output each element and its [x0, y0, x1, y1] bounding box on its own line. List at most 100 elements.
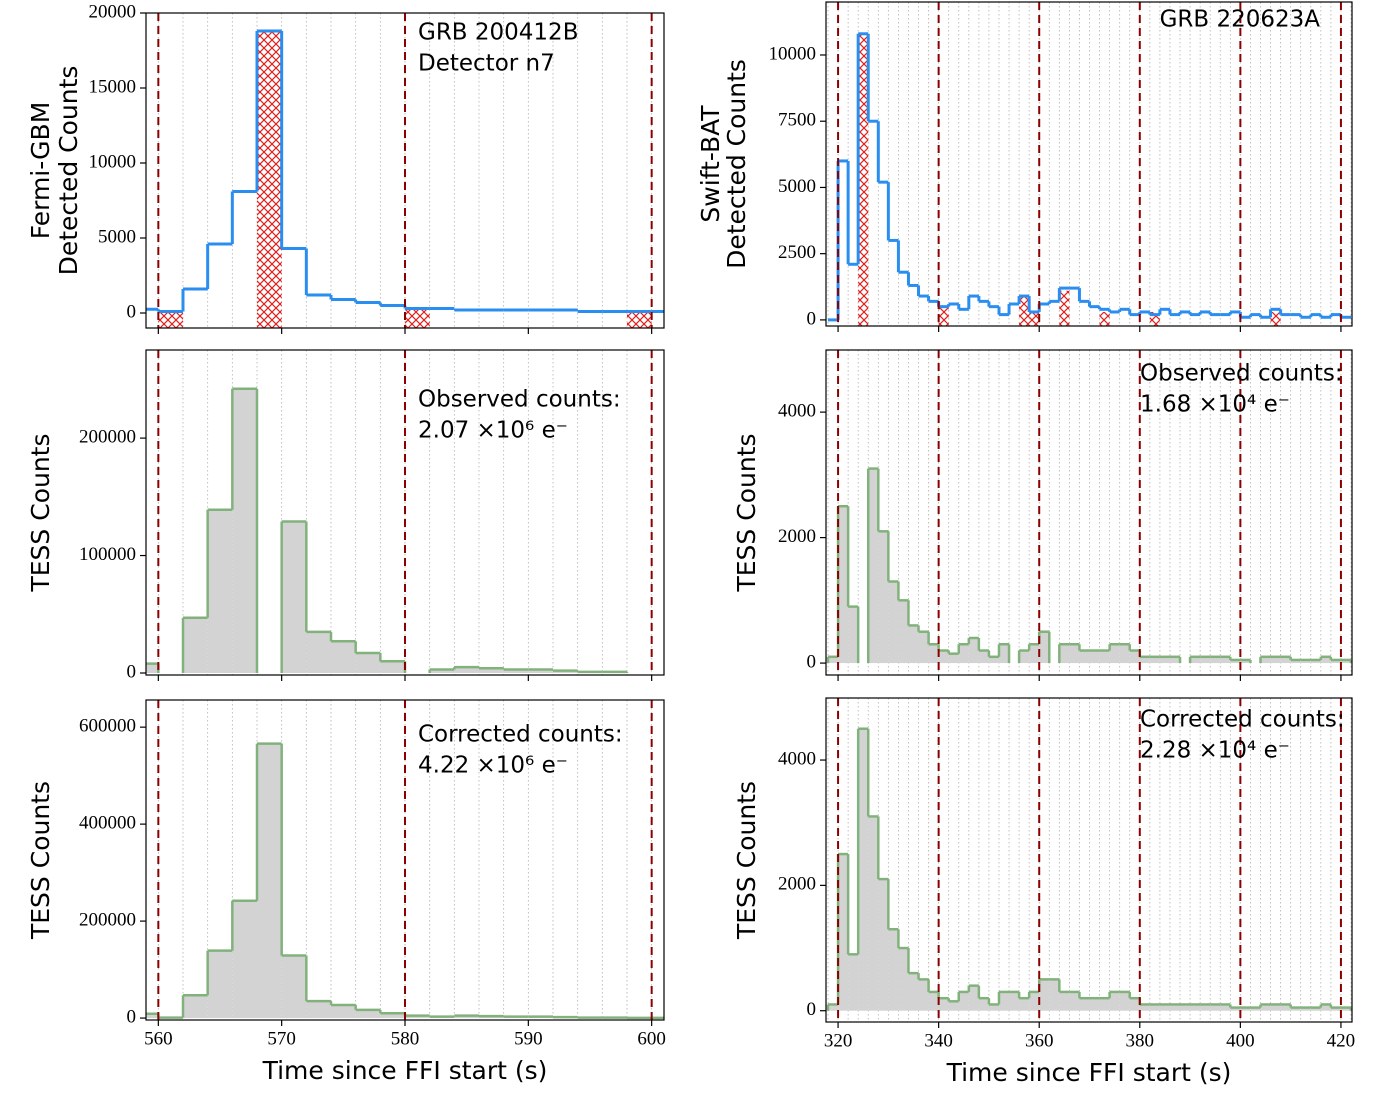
x-axis-label: Time since FFI start (s) [262, 1056, 548, 1085]
bar-fill [1039, 979, 1050, 1011]
x-tick-label: 600 [637, 1028, 666, 1049]
bar-fill [1300, 659, 1311, 664]
bar-fill [1180, 1004, 1191, 1011]
bar-fill [988, 656, 999, 664]
annotation: Corrected counts: [418, 722, 623, 748]
bar-fill [146, 1013, 159, 1019]
bar-fill [1190, 1004, 1201, 1011]
bar-fill [878, 531, 889, 664]
x-tick-label: 360 [1025, 1030, 1054, 1051]
hatched-bar [158, 313, 183, 328]
hatched-bar [1059, 290, 1070, 326]
bar-fill [1089, 998, 1100, 1011]
bar-fill [898, 948, 909, 1011]
bar-fill [1240, 1007, 1251, 1011]
bar-fill [355, 1009, 381, 1019]
bar-fill [908, 973, 919, 1011]
bar-fill [1280, 1004, 1291, 1011]
bar-fill [1300, 1007, 1311, 1011]
bar-fill [183, 995, 208, 1019]
bar-fill [958, 644, 969, 664]
bar-fill [1019, 650, 1030, 664]
y-tick-label: 600000 [79, 716, 136, 737]
bar-fill [380, 661, 405, 674]
annotation: GRB 220623A [1160, 7, 1321, 33]
annotation: GRB 200412B [418, 20, 578, 46]
bar-fill [1330, 659, 1341, 664]
y-tick-label: 0 [807, 308, 817, 329]
bar-fill [479, 668, 504, 674]
hatched-bar [405, 308, 430, 328]
bar-fill [207, 509, 233, 674]
hatched-bar [627, 311, 652, 328]
bar-fill [1250, 1007, 1261, 1011]
bar-fill [908, 625, 919, 664]
plot-area [146, 13, 664, 328]
bar-fill [938, 998, 949, 1011]
bar-fill [331, 1004, 356, 1019]
bar-fill [958, 991, 969, 1011]
bar-fill [232, 388, 257, 674]
x-tick-label: 320 [824, 1030, 853, 1051]
bar-fill [1059, 644, 1070, 664]
hatched-bar [1149, 311, 1160, 326]
hatched-bar [938, 306, 949, 326]
annotation: 2.07 ×10⁶ e⁻ [418, 418, 568, 444]
bar-fill [1210, 656, 1221, 664]
bar-fill [968, 985, 979, 1011]
y-axis-label: TESS Counts [732, 433, 761, 592]
bar-fill [948, 653, 959, 664]
bar-fill [1220, 1004, 1231, 1011]
bar-fill [1310, 1007, 1321, 1011]
bar-fill [868, 468, 879, 664]
bar-fill [1330, 1007, 1341, 1011]
bar-fill [454, 667, 479, 674]
bar-fill [1039, 631, 1050, 664]
y-tick-label: 7500 [778, 110, 816, 131]
bar-fill [429, 669, 455, 674]
bar-fill [1029, 991, 1040, 1011]
annotation: Observed counts: [1140, 361, 1343, 387]
bar-fill [1159, 1004, 1170, 1011]
y-axis-label: Detected Counts [722, 59, 751, 269]
bar-fill [1210, 1004, 1221, 1011]
bar-fill [1340, 659, 1351, 664]
bar-fill [858, 728, 869, 1011]
bar-fill [1270, 1004, 1281, 1011]
plot-area [146, 700, 664, 1020]
y-tick-label: 2000 [778, 526, 816, 547]
bar-fill [1149, 1004, 1160, 1011]
x-tick-label: 340 [924, 1030, 953, 1051]
bar-fill [868, 816, 879, 1011]
bar-fill [281, 955, 307, 1019]
bar-fill [1260, 656, 1271, 664]
x-tick-label: 400 [1226, 1030, 1255, 1051]
axes-frame [825, 349, 1353, 676]
bar-fill [828, 1004, 839, 1011]
bar-fill [978, 998, 989, 1011]
bar-fill [838, 506, 849, 664]
y-tick-label: 10000 [769, 43, 817, 64]
bar-fill [355, 653, 381, 674]
annotation: 2.28 ×10⁴ e⁻ [1140, 738, 1290, 764]
bar-fill [918, 631, 929, 664]
y-tick-label: 20000 [89, 1, 137, 22]
bar-fill [1310, 659, 1321, 664]
bar-fill [1220, 656, 1231, 664]
hatched-bar [1270, 311, 1281, 326]
x-tick-label: 580 [391, 1028, 420, 1049]
bar-fill [183, 617, 208, 674]
annotation: Corrected counts: [1140, 707, 1345, 733]
hatched-bar [858, 33, 869, 326]
bar-fill [1099, 650, 1110, 664]
bar-fill [1280, 656, 1291, 664]
x-tick-label: 420 [1327, 1030, 1356, 1051]
bar-fill [828, 656, 839, 664]
bar-fill [306, 1001, 331, 1019]
x-tick-label: 380 [1126, 1030, 1155, 1051]
bar-fill [1109, 991, 1120, 1011]
bar-fill [918, 979, 929, 1011]
x-tick-label: 570 [267, 1028, 296, 1049]
bar-fill [1190, 656, 1201, 664]
